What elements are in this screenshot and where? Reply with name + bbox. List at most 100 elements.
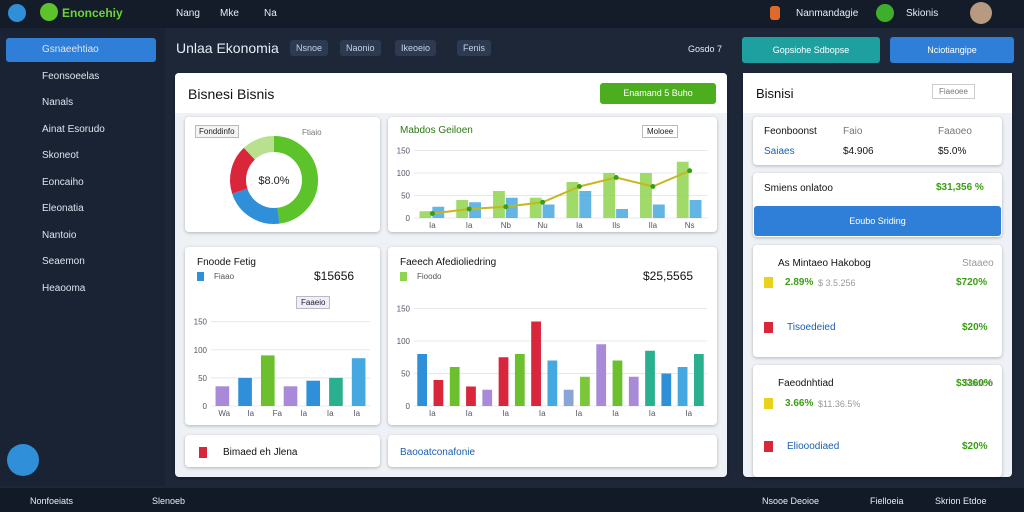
y-tick-label: 0 <box>406 402 411 411</box>
donut-segment <box>230 147 256 194</box>
block-item-value: $20% <box>962 322 988 333</box>
card-title: Faeech Afedioliedring <box>400 257 497 268</box>
block-side: Slaoeo <box>962 378 994 389</box>
panel-title: Bisnisi <box>756 86 794 101</box>
sidebar-item[interactable]: Ainat Esorudo <box>42 123 105 135</box>
card-total: $15656 <box>314 269 355 283</box>
chip[interactable]: Moloee <box>642 125 679 138</box>
status[interactable]: Fielloeia <box>870 496 904 506</box>
bar <box>306 380 321 406</box>
y-tick-label: 0 <box>406 214 411 223</box>
bar <box>329 377 343 406</box>
sidebar-item[interactable]: Eoncaiho <box>42 176 84 188</box>
donut-segment <box>273 136 318 224</box>
card-title: Bimaed eh Jlena <box>199 447 298 458</box>
card-title: Fnoode Fetig <box>197 257 256 268</box>
sidebar-item[interactable]: Feonsoeelas <box>42 70 100 82</box>
donut-segment <box>232 188 280 224</box>
status[interactable]: Nsooe Deoioe <box>762 496 820 506</box>
label: Ftiaio <box>302 128 322 137</box>
footer-card <box>185 435 380 467</box>
sidebar-item[interactable]: Nantoio <box>42 229 77 241</box>
bar <box>542 204 555 218</box>
info-card <box>753 117 1002 165</box>
bar <box>433 380 444 406</box>
sidebar-item[interactable]: Skoneot <box>42 150 79 161</box>
legend-entry: Fiaao <box>197 272 234 281</box>
y-tick-label: 50 <box>198 374 207 383</box>
x-tick-label: Ia <box>575 409 582 418</box>
block-item-value: $20% <box>962 441 988 452</box>
stat-card <box>753 245 1002 357</box>
bar <box>579 191 592 218</box>
bar <box>466 386 476 406</box>
x-tick-label: Nb <box>501 221 512 230</box>
block-title: As Mintaeo Hakobog <box>778 258 871 269</box>
x-tick-label: Ia <box>429 221 436 230</box>
x-tick-label: Ia <box>685 409 692 418</box>
bar <box>498 357 509 406</box>
alert-icon[interactable] <box>770 6 780 20</box>
y-tick-label: 150 <box>194 318 208 327</box>
nav-link[interactable]: Na <box>264 8 277 19</box>
nav-link[interactable]: Mke <box>220 8 239 19</box>
block-side: Staaeo <box>962 258 994 269</box>
user-name[interactable]: Nanmandagie <box>796 8 859 19</box>
profile-link[interactable]: Skionis <box>906 8 939 19</box>
tab[interactable]: Fenis <box>457 40 492 56</box>
sidebar-item[interactable]: Gsnaeehtiao <box>42 44 99 55</box>
x-tick-label: Fa <box>273 409 283 418</box>
app-icon[interactable] <box>8 4 26 22</box>
bar <box>661 373 672 406</box>
sidebar-item[interactable]: Heaooma <box>42 282 86 294</box>
cell: $4.906 <box>843 146 874 157</box>
status[interactable]: Skrion Etdoe <box>935 496 987 506</box>
x-tick-label: Ia <box>300 409 307 418</box>
x-tick-label: Ils <box>612 221 620 230</box>
bar <box>215 386 230 406</box>
sidebar-item[interactable]: Seaemon <box>42 256 85 267</box>
logo[interactable]: Enoncehiy <box>62 6 123 20</box>
x-tick-label: Ia <box>539 409 546 418</box>
x-tick-label: Ia <box>466 221 473 230</box>
point <box>429 211 435 216</box>
y-tick-label: 150 <box>397 147 411 156</box>
bar <box>580 376 590 406</box>
status[interactable]: Slenoeb <box>152 496 186 506</box>
x-tick-label: Ia <box>327 409 334 418</box>
fab[interactable] <box>7 444 39 476</box>
bar <box>596 344 607 406</box>
button[interactable]: Nciotiangipe <box>890 37 1014 63</box>
point <box>466 206 472 212</box>
button[interactable]: Gopsiohe Sdbopse <box>742 37 880 63</box>
button[interactable]: Fiaeoee <box>932 84 975 99</box>
button[interactable]: Eoubo Sriding <box>754 206 1001 236</box>
sidebar-item[interactable]: Nanals <box>42 97 74 108</box>
y-tick-label: 100 <box>397 169 411 178</box>
bar <box>693 354 704 406</box>
bar <box>283 386 298 406</box>
point <box>650 184 656 189</box>
status[interactable]: Nonfoeiats <box>30 496 74 506</box>
avatar[interactable] <box>970 2 992 24</box>
bar <box>677 367 688 406</box>
point <box>687 168 693 174</box>
chip[interactable]: Faaeio <box>296 296 331 309</box>
block-title: Faeodnhtiad <box>778 378 834 389</box>
x-tick-label: Ia <box>612 409 619 418</box>
page-title: Unlaa Ekonomia <box>176 40 279 56</box>
footer-card <box>388 435 717 467</box>
bottom-bar <box>0 488 1024 512</box>
tab[interactable]: Naonio <box>340 40 381 56</box>
nav-link[interactable]: Nang <box>176 8 200 19</box>
cell: Saiaes <box>764 146 795 157</box>
x-tick-label: Ia <box>429 409 436 418</box>
bar <box>652 204 665 218</box>
top-bar <box>0 0 1024 28</box>
tab[interactable]: Ikeoeio <box>395 40 437 56</box>
tab[interactable]: Nsnoe <box>290 40 329 56</box>
chip[interactable]: Fonddinfo <box>195 125 239 138</box>
x-tick-label: Ia <box>247 409 254 418</box>
sidebar-item[interactable]: Eleonatia <box>42 203 84 214</box>
button[interactable]: Enamand 5 Buho <box>600 83 716 104</box>
